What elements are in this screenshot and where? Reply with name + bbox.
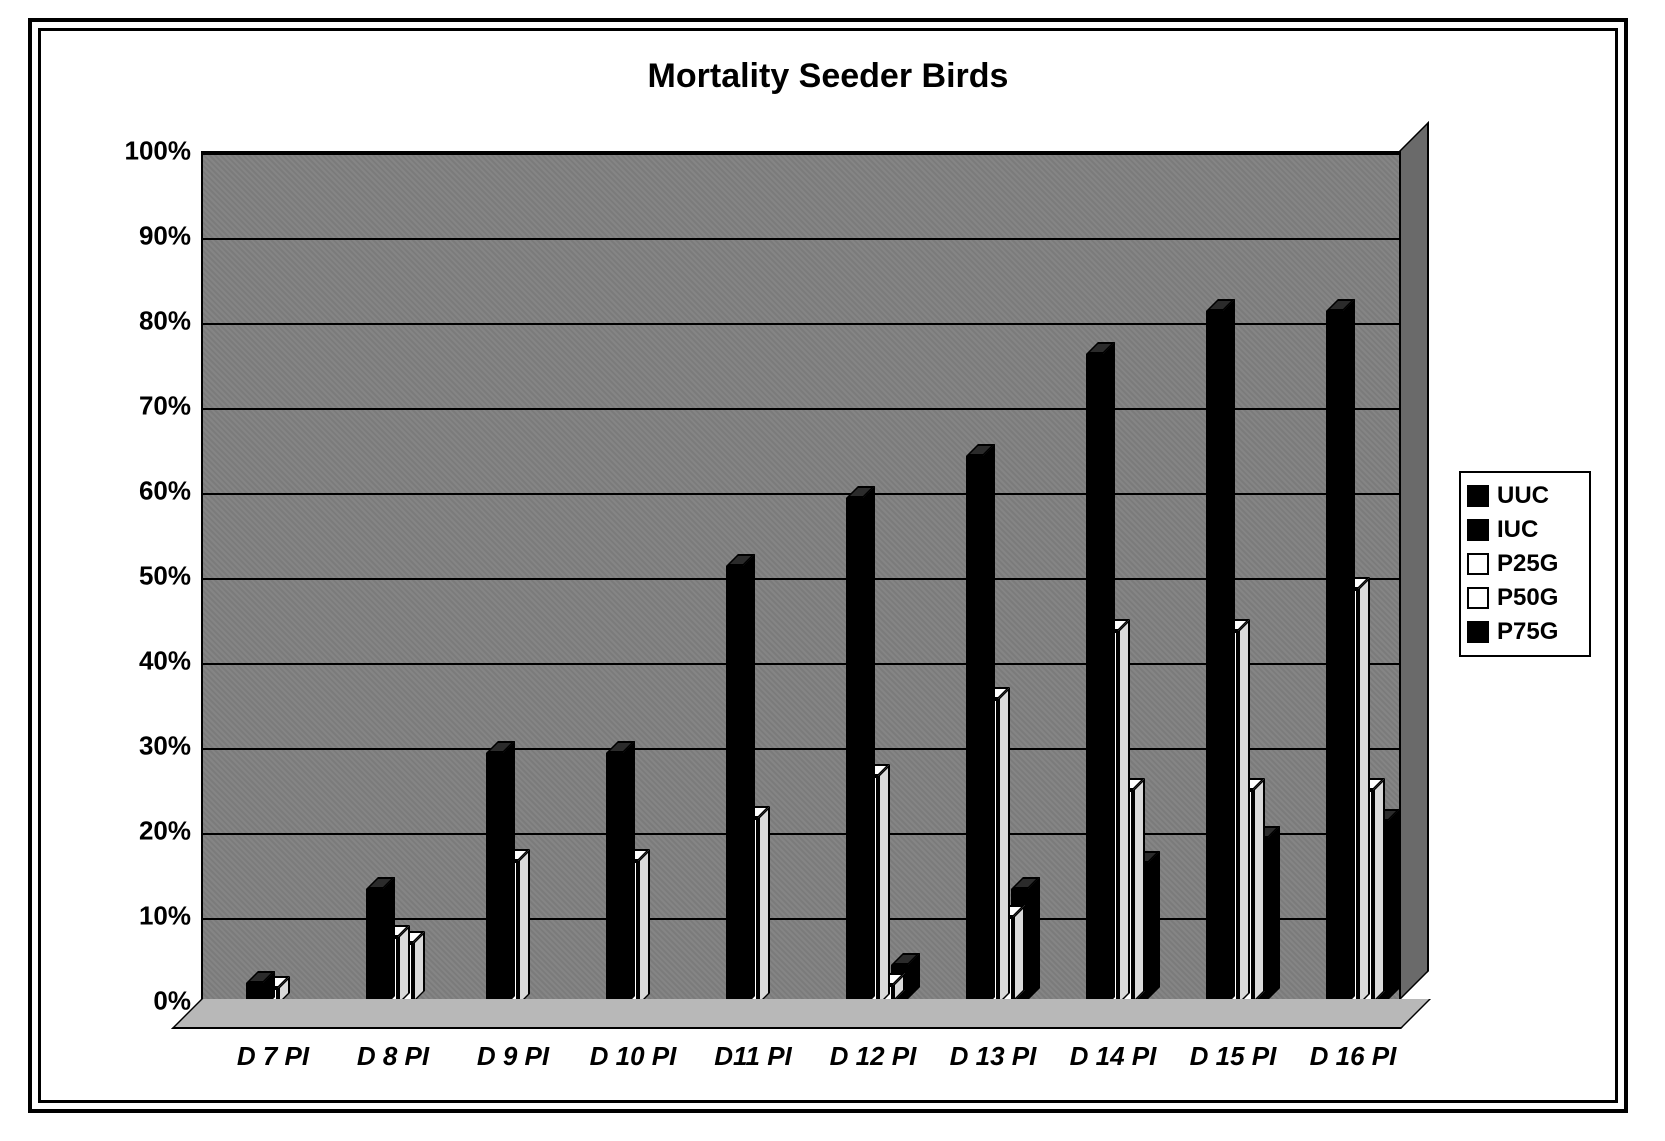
bar-group xyxy=(939,149,1028,999)
y-tick-label: 60% xyxy=(101,476,191,507)
legend-label: UUC xyxy=(1497,482,1549,510)
bar-group xyxy=(1059,149,1148,999)
legend-label: P75G xyxy=(1497,618,1558,646)
bar-IUC xyxy=(486,741,515,1008)
bar-group xyxy=(459,149,548,999)
y-tick-label: 30% xyxy=(101,731,191,762)
legend-row-P50G: P50G xyxy=(1467,581,1583,615)
legend-swatch-icon xyxy=(1467,621,1489,643)
y-tick-label: 20% xyxy=(101,816,191,847)
legend-label: P25G xyxy=(1497,550,1558,578)
bar-group xyxy=(1179,149,1268,999)
x-tick-label: D11 PI xyxy=(714,1041,792,1072)
y-tick-label: 10% xyxy=(101,901,191,932)
inner-frame: Mortality Seeder Birds UUC IUC P25G P50G P75… xyxy=(38,28,1618,1103)
plot-wall xyxy=(201,151,1401,1001)
bar-IUC xyxy=(366,877,395,1008)
x-tick-label: D 8 PI xyxy=(357,1041,429,1072)
legend-swatch-icon xyxy=(1467,553,1489,575)
legend-swatch-icon xyxy=(1467,519,1489,541)
bar-group xyxy=(819,149,908,999)
bar-group xyxy=(699,149,788,999)
plot-3d-side xyxy=(1399,121,1429,1001)
bar-IUC xyxy=(726,554,755,1008)
x-tick-label: D 10 PI xyxy=(590,1041,677,1072)
x-tick-label: D 9 PI xyxy=(477,1041,549,1072)
y-tick-label: 50% xyxy=(101,561,191,592)
x-tick-label: D 14 PI xyxy=(1070,1041,1157,1072)
bar-IUC xyxy=(846,486,875,1008)
legend: UUC IUC P25G P50G P75G xyxy=(1459,471,1591,657)
legend-row-P25G: P25G xyxy=(1467,547,1583,581)
legend-row-IUC: IUC xyxy=(1467,513,1583,547)
bar-group xyxy=(219,149,308,999)
legend-swatch-icon xyxy=(1467,587,1489,609)
legend-label: P50G xyxy=(1497,584,1558,612)
bar-IUC xyxy=(1326,299,1355,1008)
legend-row-P75G: P75G xyxy=(1467,615,1583,649)
y-tick-label: 40% xyxy=(101,646,191,677)
bar-IUC xyxy=(1206,299,1235,1008)
outer-frame: Mortality Seeder Birds UUC IUC P25G P50G P75… xyxy=(28,18,1628,1113)
x-tick-label: D 13 PI xyxy=(950,1041,1037,1072)
x-tick-label: D 15 PI xyxy=(1190,1041,1277,1072)
legend-swatch-icon xyxy=(1467,485,1489,507)
chart-title: Mortality Seeder Birds xyxy=(41,57,1615,96)
bar-IUC xyxy=(606,741,635,1008)
x-tick-label: D 16 PI xyxy=(1310,1041,1397,1072)
legend-row-UUC: UUC xyxy=(1467,479,1583,513)
x-tick-label: D 12 PI xyxy=(830,1041,917,1072)
y-tick-label: 100% xyxy=(101,136,191,167)
y-tick-label: 80% xyxy=(101,306,191,337)
y-tick-label: 90% xyxy=(101,221,191,252)
x-tick-label: D 7 PI xyxy=(237,1041,309,1072)
bar-group xyxy=(579,149,668,999)
plot-3d-floor xyxy=(171,999,1431,1029)
y-tick-label: 70% xyxy=(101,391,191,422)
bar-IUC xyxy=(1086,342,1115,1009)
y-tick-label: 0% xyxy=(101,986,191,1017)
bar-group xyxy=(1299,149,1388,999)
bar-IUC xyxy=(966,444,995,1009)
legend-label: IUC xyxy=(1497,516,1538,544)
bar-group xyxy=(339,149,428,999)
